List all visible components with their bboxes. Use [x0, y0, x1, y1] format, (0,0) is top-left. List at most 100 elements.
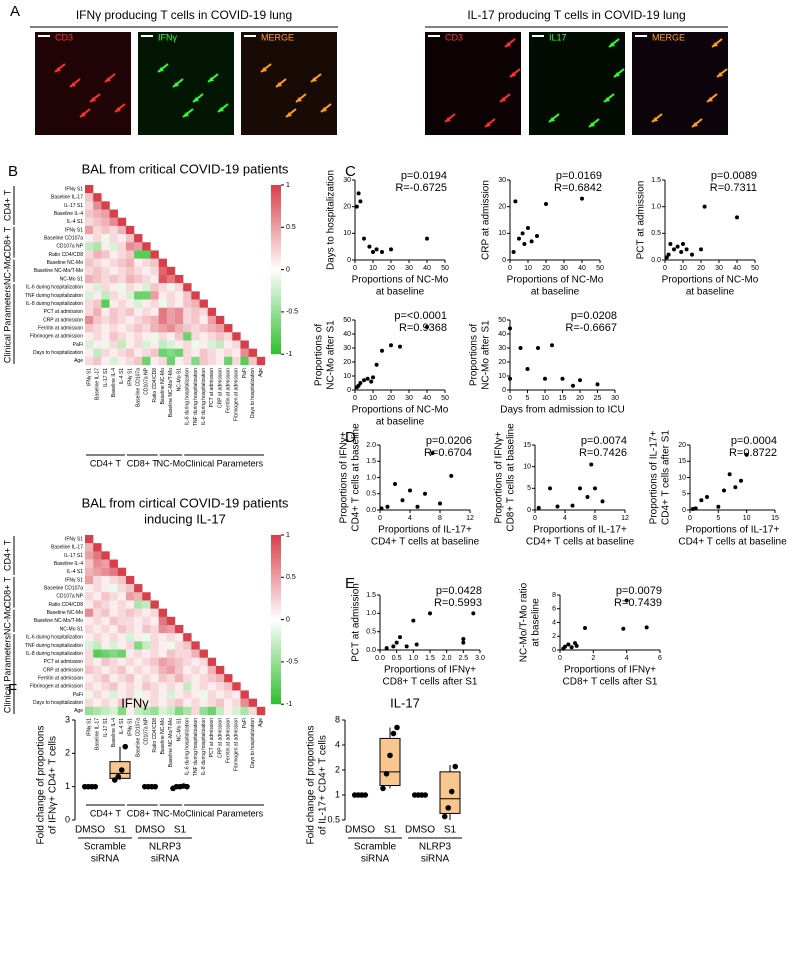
arrow-head: [549, 117, 555, 122]
column-label: IFNγ S1: [86, 368, 92, 386]
panel-title: IL-17 producing T cells in COVID-19 lung: [467, 8, 685, 22]
heatmap-cell: [158, 332, 168, 341]
heatmap-cell: [109, 649, 118, 658]
heatmap-cell: [93, 332, 102, 341]
heatmap-cell: [101, 682, 110, 691]
heatmap-cell: [85, 324, 94, 333]
row-label: Fibrinogen at admission: [30, 334, 83, 340]
arrow-head: [105, 77, 111, 82]
x-tick-label: 50: [441, 395, 449, 402]
heatmap-cell: [134, 584, 143, 593]
y-axis-label: CRP at admission: [481, 180, 492, 260]
heatmap-cell: [134, 348, 143, 358]
heatmap-cell: [256, 706, 266, 716]
heatmap-cell: [158, 356, 168, 366]
point: [544, 202, 548, 206]
heatmap-cell: [85, 633, 94, 642]
heatmap-cell: [109, 592, 118, 601]
heatmap-cell: [117, 706, 127, 716]
heatmap-cell: [101, 209, 110, 218]
heatmap-cell: [93, 242, 102, 251]
heatmap-cell: [207, 307, 217, 317]
heatmap-cell: [158, 348, 168, 358]
heatmap-cell: [125, 266, 135, 276]
heatmap-cell: [101, 657, 110, 667]
heatmap-cell: [85, 592, 94, 601]
heatmap-cell: [101, 283, 110, 292]
x-tick-label: 1.5: [425, 655, 435, 662]
heatmap-cell: [158, 608, 168, 618]
heatmap-cell: [109, 209, 118, 218]
heatmap-cell: [158, 616, 168, 626]
heatmap-cell: [93, 706, 102, 716]
heatmap-cell: [93, 291, 102, 300]
y-axis-label: of IL-17+ CD4+ T cells: [318, 735, 329, 835]
column-label: NC-Mo S1: [176, 718, 182, 742]
heatmap-cell: [109, 332, 118, 341]
point: [390, 730, 397, 737]
column-group-label: NC-Mo: [157, 458, 186, 468]
heatmap-cell: [134, 625, 143, 634]
heatmap-cell: [85, 616, 94, 626]
chart-title: BAL from critical COVID-19 patients: [82, 161, 289, 176]
y-axis-label: Proportions of: [469, 324, 480, 386]
heatmap-cell: [117, 266, 127, 276]
heatmap-cell: [175, 641, 184, 650]
heatmap-cell: [101, 592, 110, 601]
x-tick-label: S1: [114, 825, 127, 836]
heatmap-cell: [199, 657, 208, 667]
heatmap-cell: [175, 625, 184, 634]
heatmap-cell: [215, 698, 225, 708]
heatmap-cell: [93, 307, 102, 317]
heatmap-cell: [142, 307, 151, 317]
heatmap-cell: [101, 258, 110, 268]
point: [744, 452, 749, 457]
point: [535, 234, 539, 238]
arrow-head: [183, 112, 189, 117]
x-tick-label: 5: [526, 395, 530, 402]
heatmap-cell: [191, 324, 200, 333]
annotation: R=0.6704: [424, 447, 472, 459]
heatmap-cell: [109, 234, 118, 243]
heatmap-cell: [158, 299, 168, 308]
y-axis-label: Proportions of: [314, 324, 325, 386]
column-label: Age: [258, 718, 264, 727]
group-label: NLRP3: [149, 842, 182, 853]
heatmap-cell: [158, 649, 168, 658]
heatmap-cell: [125, 616, 135, 626]
arrow-head: [296, 97, 302, 102]
panel-letter: E: [345, 575, 355, 592]
heatmap-cell: [117, 242, 127, 251]
point: [115, 773, 122, 780]
point: [574, 643, 579, 648]
y-axis-label: NC-Mo after S1: [481, 320, 492, 390]
row-label: Ratio CD4/CD8: [49, 252, 84, 258]
heatmap-cell: [101, 299, 110, 308]
point: [518, 346, 523, 350]
heatmap-cell: [175, 275, 184, 284]
x-axis-label: Proportions of IL-17+: [378, 525, 472, 536]
row-label: Days to hospitalization: [33, 700, 83, 706]
heatmap-cell: [125, 608, 135, 618]
heatmap-cell: [142, 649, 151, 658]
heatmap-cell: [207, 315, 217, 325]
heatmap-cell: [109, 674, 118, 683]
x-tick-label: 50: [751, 265, 759, 272]
heatmap-cell: [125, 682, 135, 691]
heatmap-cell: [117, 348, 127, 358]
heatmap-cell: [207, 657, 217, 667]
annotation: p=0.0079: [616, 585, 662, 597]
heatmap-cell: [150, 633, 159, 642]
scale-bar: [532, 35, 544, 37]
point: [358, 199, 363, 204]
heatmap-cell: [117, 608, 127, 618]
heatmap-cell: [175, 698, 184, 708]
heatmap-cell: [166, 682, 176, 691]
row-label: Baseline CD107a: [44, 236, 83, 242]
arrow-head: [712, 42, 718, 47]
heatmap-cell: [93, 616, 102, 626]
y-axis-label: CD4+ T cells at baseline: [351, 423, 362, 532]
point: [367, 244, 372, 249]
heatmap-cell: [142, 324, 151, 333]
x-axis-label: Proportions of NC-Mo: [352, 405, 449, 416]
